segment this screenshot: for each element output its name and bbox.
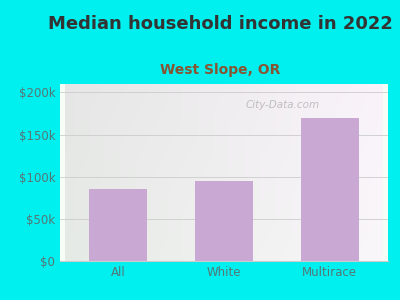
Bar — [195, 181, 253, 261]
Text: City-Data.com: City-Data.com — [246, 100, 320, 110]
Text: Median household income in 2022: Median household income in 2022 — [48, 15, 392, 33]
Bar — [301, 118, 359, 261]
Text: West Slope, OR: West Slope, OR — [160, 63, 280, 77]
Bar — [89, 189, 147, 261]
